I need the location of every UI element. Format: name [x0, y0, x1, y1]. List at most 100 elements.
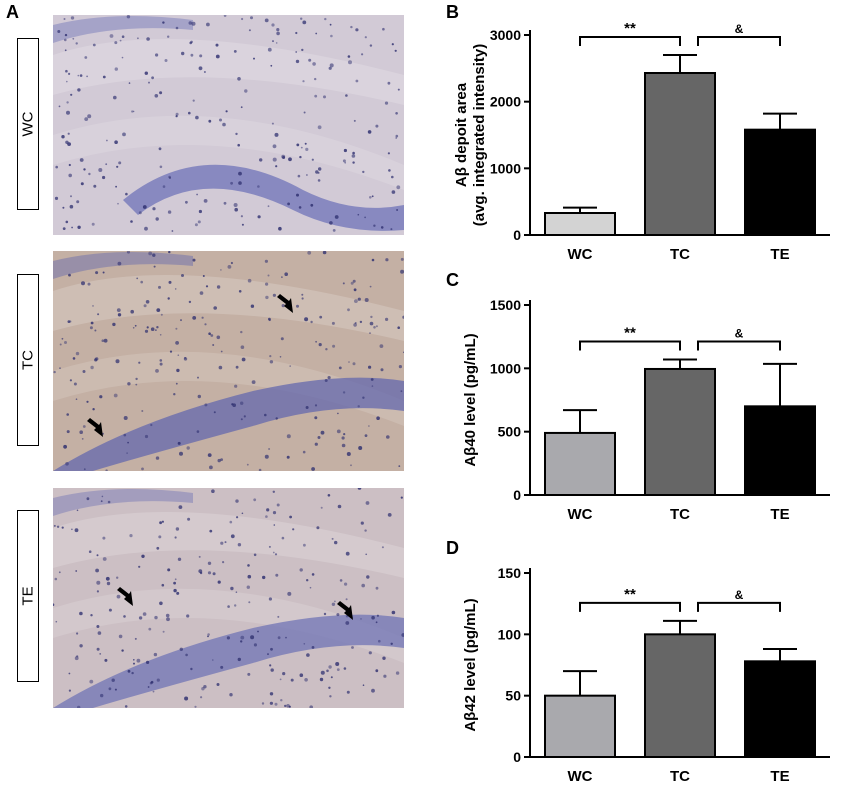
panel-b-letter: B: [446, 2, 459, 22]
nucleus-dot: [171, 230, 174, 232]
nucleus-dot: [209, 465, 213, 470]
nucleus-dot: [148, 627, 152, 631]
nucleus-dot: [121, 649, 124, 652]
bar-wc: [544, 431, 616, 496]
nucleus-dot: [298, 206, 302, 209]
nucleus-dot: [199, 54, 203, 58]
nucleus-dot: [122, 132, 126, 137]
nucleus-dot: [134, 324, 137, 327]
nucleus-dot: [230, 534, 235, 539]
nucleus-dot: [168, 251, 171, 254]
y-tick-label: 2000: [490, 94, 521, 110]
nucleus-dot: [92, 305, 94, 307]
nucleus-dot: [346, 690, 350, 694]
nucleus-dot: [66, 430, 70, 434]
nucleus-dot: [311, 467, 315, 471]
nucleus-dot: [207, 635, 209, 638]
nucleus-dot: [79, 74, 83, 77]
nucleus-dot: [175, 112, 179, 116]
significance-bracket: [697, 36, 781, 46]
nucleus-dot: [277, 615, 280, 618]
nucleus-dot: [278, 226, 282, 231]
nucleus-dot: [97, 631, 102, 635]
nucleus-dot: [202, 275, 205, 277]
nucleus-dot: [197, 376, 199, 379]
nucleus-dot: [322, 251, 327, 255]
nucleus-dot: [150, 327, 155, 331]
nucleus-dot: [105, 576, 110, 581]
nucleus-dot: [115, 185, 117, 188]
nucleus-dot: [339, 579, 343, 582]
nucleus-dot: [353, 119, 356, 122]
nucleus-dot: [195, 115, 199, 120]
nucleus-dot: [76, 632, 79, 635]
nucleus-dot: [360, 618, 362, 620]
nucleus-dot: [362, 396, 365, 399]
significance-label: &: [735, 22, 744, 36]
nucleus-dot: [188, 111, 191, 115]
significance-label: **: [624, 20, 636, 37]
nucleus-dot: [59, 367, 61, 370]
nucleus-dot: [216, 683, 220, 686]
nucleus-dot: [150, 680, 154, 684]
nucleus-dot: [304, 678, 308, 682]
nucleus-dot: [376, 416, 380, 420]
nucleus-dot: [369, 44, 373, 47]
nucleus-dot: [227, 605, 230, 608]
nucleus-dot: [306, 653, 310, 657]
nucleus-dot: [155, 456, 160, 460]
nucleus-dot: [270, 64, 273, 67]
nucleus-dot: [300, 146, 303, 149]
micrograph-wc-image: [53, 15, 404, 235]
x-tick-label: TC: [670, 246, 690, 263]
nucleus-dot: [71, 528, 73, 531]
nucleus-dot: [168, 280, 172, 284]
nucleus-dot: [175, 327, 178, 330]
nucleus-dot: [159, 601, 163, 606]
nucleus-dot: [329, 221, 333, 225]
nucleus-dot: [246, 585, 250, 589]
nucleus-dot: [155, 329, 157, 331]
nucleus-dot: [144, 71, 148, 75]
nucleus-dot: [240, 401, 244, 405]
panel-a-label-te-text: TE: [19, 586, 37, 606]
plaque-arrow-icon: [337, 601, 353, 620]
nucleus-dot: [118, 161, 122, 165]
nucleus-dot: [116, 594, 121, 599]
nucleus-dot: [336, 613, 340, 617]
nucleus-dot: [272, 144, 277, 149]
nucleus-dot: [156, 326, 159, 329]
nucleus-dot: [227, 265, 232, 269]
nucleus-dot: [299, 155, 302, 159]
nucleus-dot: [68, 689, 71, 692]
nucleus-dot: [136, 277, 139, 280]
nucleus-dot: [303, 643, 306, 645]
nucleus-dot: [138, 565, 141, 568]
nucleus-dot: [368, 425, 370, 427]
nucleus-dot: [84, 56, 88, 59]
nucleus-dot: [155, 369, 159, 373]
nucleus-dot: [274, 553, 278, 556]
nucleus-dot: [253, 57, 255, 60]
nucleus-dot: [179, 451, 183, 456]
nucleus-dot: [403, 351, 404, 354]
bar-tc: [644, 72, 716, 236]
nucleus-dot: [101, 339, 105, 342]
nucleus-dot: [344, 162, 347, 164]
nucleus-dot: [317, 171, 320, 174]
nucleus-dot: [81, 438, 84, 440]
nucleus-dot: [72, 37, 75, 40]
nucleus-dot: [272, 551, 275, 554]
nucleus-dot: [316, 526, 320, 530]
nucleus-dot: [83, 468, 86, 471]
nucleus-dot: [241, 357, 246, 362]
nucleus-dot: [123, 615, 126, 618]
nucleus-dot: [176, 591, 180, 595]
nucleus-dot: [224, 541, 227, 544]
nucleus-dot: [331, 321, 335, 325]
nucleus-dot: [320, 670, 325, 675]
nucleus-dot: [394, 49, 397, 52]
nucleus-dot: [309, 586, 312, 589]
nucleus-dot: [373, 326, 376, 329]
nucleus-dot: [65, 220, 69, 224]
